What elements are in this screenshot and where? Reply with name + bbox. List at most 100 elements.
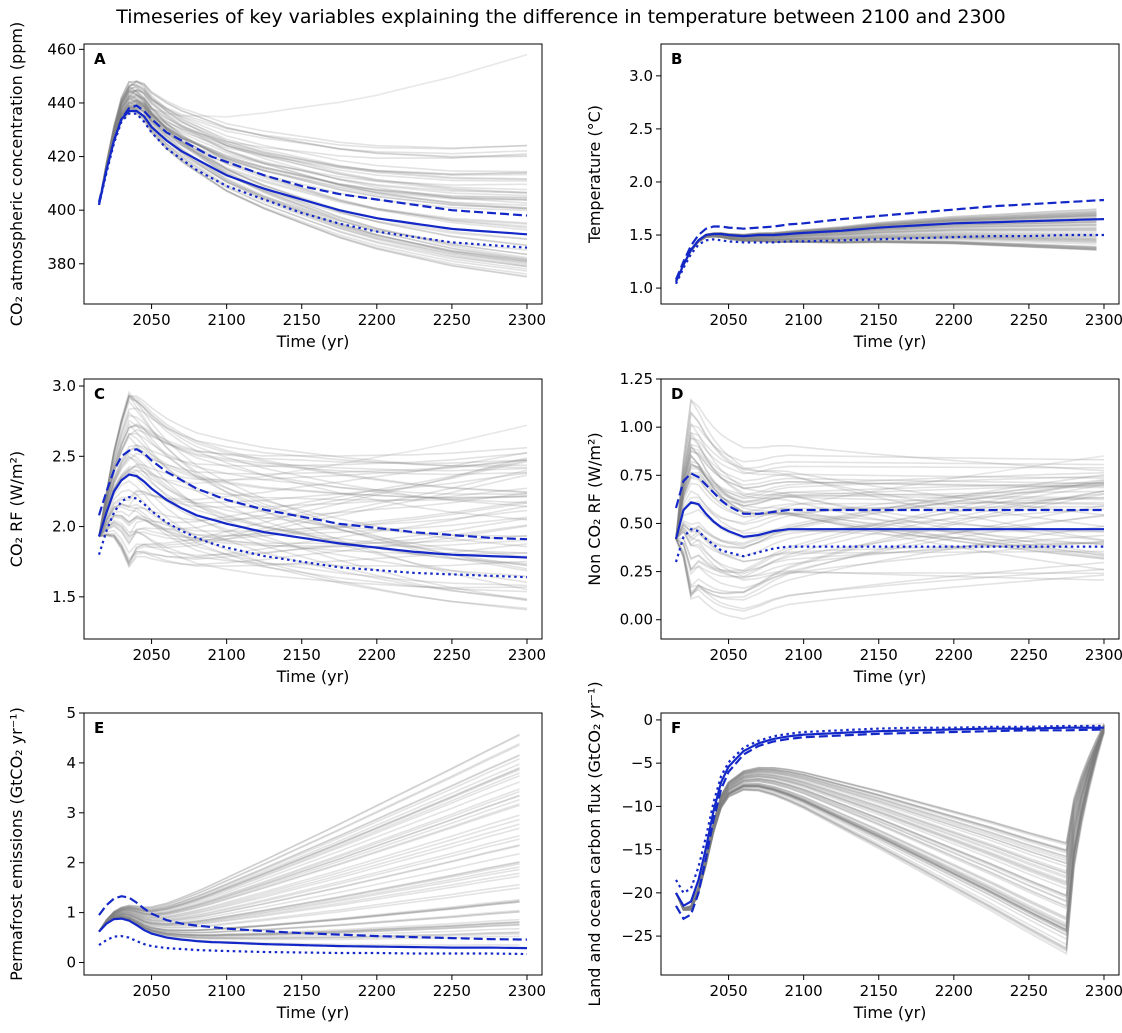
panel-a-ensemble-line: [98, 103, 528, 270]
panel-e-ensemble-line: [98, 742, 520, 933]
panel-b-ensemble-line: [675, 233, 1097, 283]
panel-f-ensemble-line: [675, 725, 1105, 919]
panel-c-ensemble-line: [98, 429, 528, 537]
panel-e-ensemble-line: [98, 763, 520, 933]
panel-a-plot-area: [97, 53, 528, 278]
panel-f-ensemble-line: [675, 729, 1105, 910]
panel-d-ytick-label: 0.25: [620, 563, 653, 581]
panel-a-ensemble-line: [98, 80, 528, 259]
panel-a-ensemble-line: [98, 80, 527, 205]
panel-c-ensemble-line: [98, 447, 528, 537]
panel-d-ensemble-line: [675, 467, 1105, 540]
panel-f-xtick-label: 2050: [709, 982, 747, 1000]
panel-e-ensemble-line: [98, 916, 520, 939]
panel-f-xtick-label: 2200: [935, 982, 973, 1000]
panel-c-ensemble-line: [98, 472, 528, 537]
panel-d-ensemble-line: [675, 484, 1105, 574]
panel-b-xtick-label: 2100: [785, 311, 823, 329]
panel-c-ensemble-line: [98, 469, 528, 565]
panel-c-ensemble-line: [98, 399, 528, 572]
panel-e-ensemble-line: [98, 866, 520, 933]
panel-d-ensemble-line: [675, 530, 1104, 582]
panel-d-ensemble-line: [675, 534, 1105, 580]
panel-e-ensemble-line: [98, 803, 520, 933]
panel-a-ytick-label: 380: [47, 255, 76, 273]
panel-d-ensemble-line: [675, 465, 1105, 540]
panel-a-ensemble-line: [98, 108, 528, 275]
panel-c-ensemble-line: [98, 435, 528, 601]
panel-d: 2050 2100 2150 2200 2250 2300 0.00 0.25 0.50 0.75…: [585, 370, 1122, 686]
panel-a-ensemble-line: [98, 98, 528, 240]
panel-f-ensemble-line: [675, 724, 1105, 909]
panel-f-ensemble-line: [675, 726, 1105, 932]
panel-f-series-dashed: [675, 728, 1105, 921]
panel-e-ensemble-line: [98, 887, 520, 933]
panel-e-frame: [83, 712, 543, 976]
panel-c-series-solid: [97, 473, 528, 559]
panel-b-plot-area: [674, 198, 1105, 285]
panel-f-ensemble-line: [675, 728, 1105, 910]
panel-d-ensemble-line: [675, 492, 1105, 558]
panel-a-ensemble-outlier: [98, 53, 528, 205]
panel-e-ensemble-line: [98, 754, 520, 933]
panel-e-ensemble-line: [98, 863, 520, 933]
panel-b-xtick-label: 2300: [1085, 311, 1122, 329]
panel-d-ensemble-line: [675, 431, 1105, 557]
panel-c-ensemble-line: [98, 460, 528, 546]
panel-c-ensemble-line: [98, 422, 528, 584]
panel-c-frame: [83, 378, 543, 640]
panel-f-xtick-label: 2250: [1010, 982, 1048, 1000]
panel-e-ytick-label: 0: [66, 954, 76, 972]
panel-f-plot-area: [675, 722, 1105, 956]
panel-a-ensemble-line: [98, 105, 528, 264]
panel-a-ytick-label: 420: [47, 148, 76, 166]
panel-a-ensemble-line: [98, 101, 528, 205]
panel-a-ensemble-line: [98, 81, 528, 205]
panel-d-ytick-label: 1.00: [620, 418, 653, 436]
panel-f-ensemble-line: [675, 724, 1105, 927]
panel-d-xtick-label: 2100: [785, 646, 823, 664]
panel-f-ensemble-line: [675, 729, 1105, 934]
panel-d-ensemble-line: [675, 481, 1105, 540]
panel-d-ensemble-line: [675, 411, 1105, 539]
panel-d-ensemble-line: [675, 421, 1105, 555]
panel-a-ensemble-line: [98, 89, 528, 205]
panel-c-ytick-label: 1.5: [52, 588, 76, 606]
panel-d-series-solid: [674, 501, 1104, 540]
panel-b-ensemble-line: [675, 235, 1097, 283]
panel-b-ytick-label: 3.0: [629, 67, 653, 85]
panel-b-ensemble-line: [675, 210, 1097, 283]
panel-e-series-dashed: [98, 895, 528, 941]
panel-a-ensemble-line: [98, 102, 528, 205]
panel-b-frame: [660, 43, 1120, 305]
panel-b-ensemble-line: [675, 234, 1097, 283]
panel-c-ensemble-line: [98, 464, 528, 537]
panel-c-ensemble-line: [98, 500, 528, 541]
panel-e-ensemble-line: [98, 861, 520, 933]
panel-b-ensemble-line: [675, 235, 1097, 283]
panel-a-ensemble-line: [98, 102, 528, 205]
panel-c-ensemble-line: [98, 468, 528, 554]
panel-a-ensemble-line: [98, 84, 528, 205]
panel-a-ensemble-line: [98, 99, 528, 205]
panel-a-ensemble-line: [98, 85, 528, 265]
panel-d-ensemble-line: [675, 410, 1105, 539]
panel-f-ensemble-line: [675, 724, 1105, 911]
panel-c-ensemble-line: [98, 424, 528, 537]
panel-f-ensemble-line: [675, 730, 1105, 928]
panel-a-ensemble-line: [98, 84, 528, 210]
panel-c-ensemble-line: [98, 489, 528, 610]
panel-b-xtick-label: 2250: [1010, 311, 1048, 329]
panel-d-frame: [660, 378, 1120, 640]
panel-a-ytick-label: 460: [47, 40, 76, 58]
panel-f: 2050 2100 2150 2200 2250 2300 0 −5 −10 −15 −20 −25 F…: [585, 681, 1122, 1022]
panel-a-ensemble-line: [98, 96, 528, 228]
panel-a-ensemble-line: [98, 107, 528, 268]
panel-b-ensemble-line: [675, 227, 1097, 283]
panel-c-xtick-label: 2250: [433, 646, 471, 664]
panel-f-ensemble-line: [675, 728, 1105, 910]
panel-c-ensemble-line: [98, 397, 528, 537]
panel-e-ensemble-line: [98, 900, 520, 933]
panel-b-series-solid: [674, 218, 1105, 283]
panel-b-ensemble-line: [675, 231, 1097, 283]
